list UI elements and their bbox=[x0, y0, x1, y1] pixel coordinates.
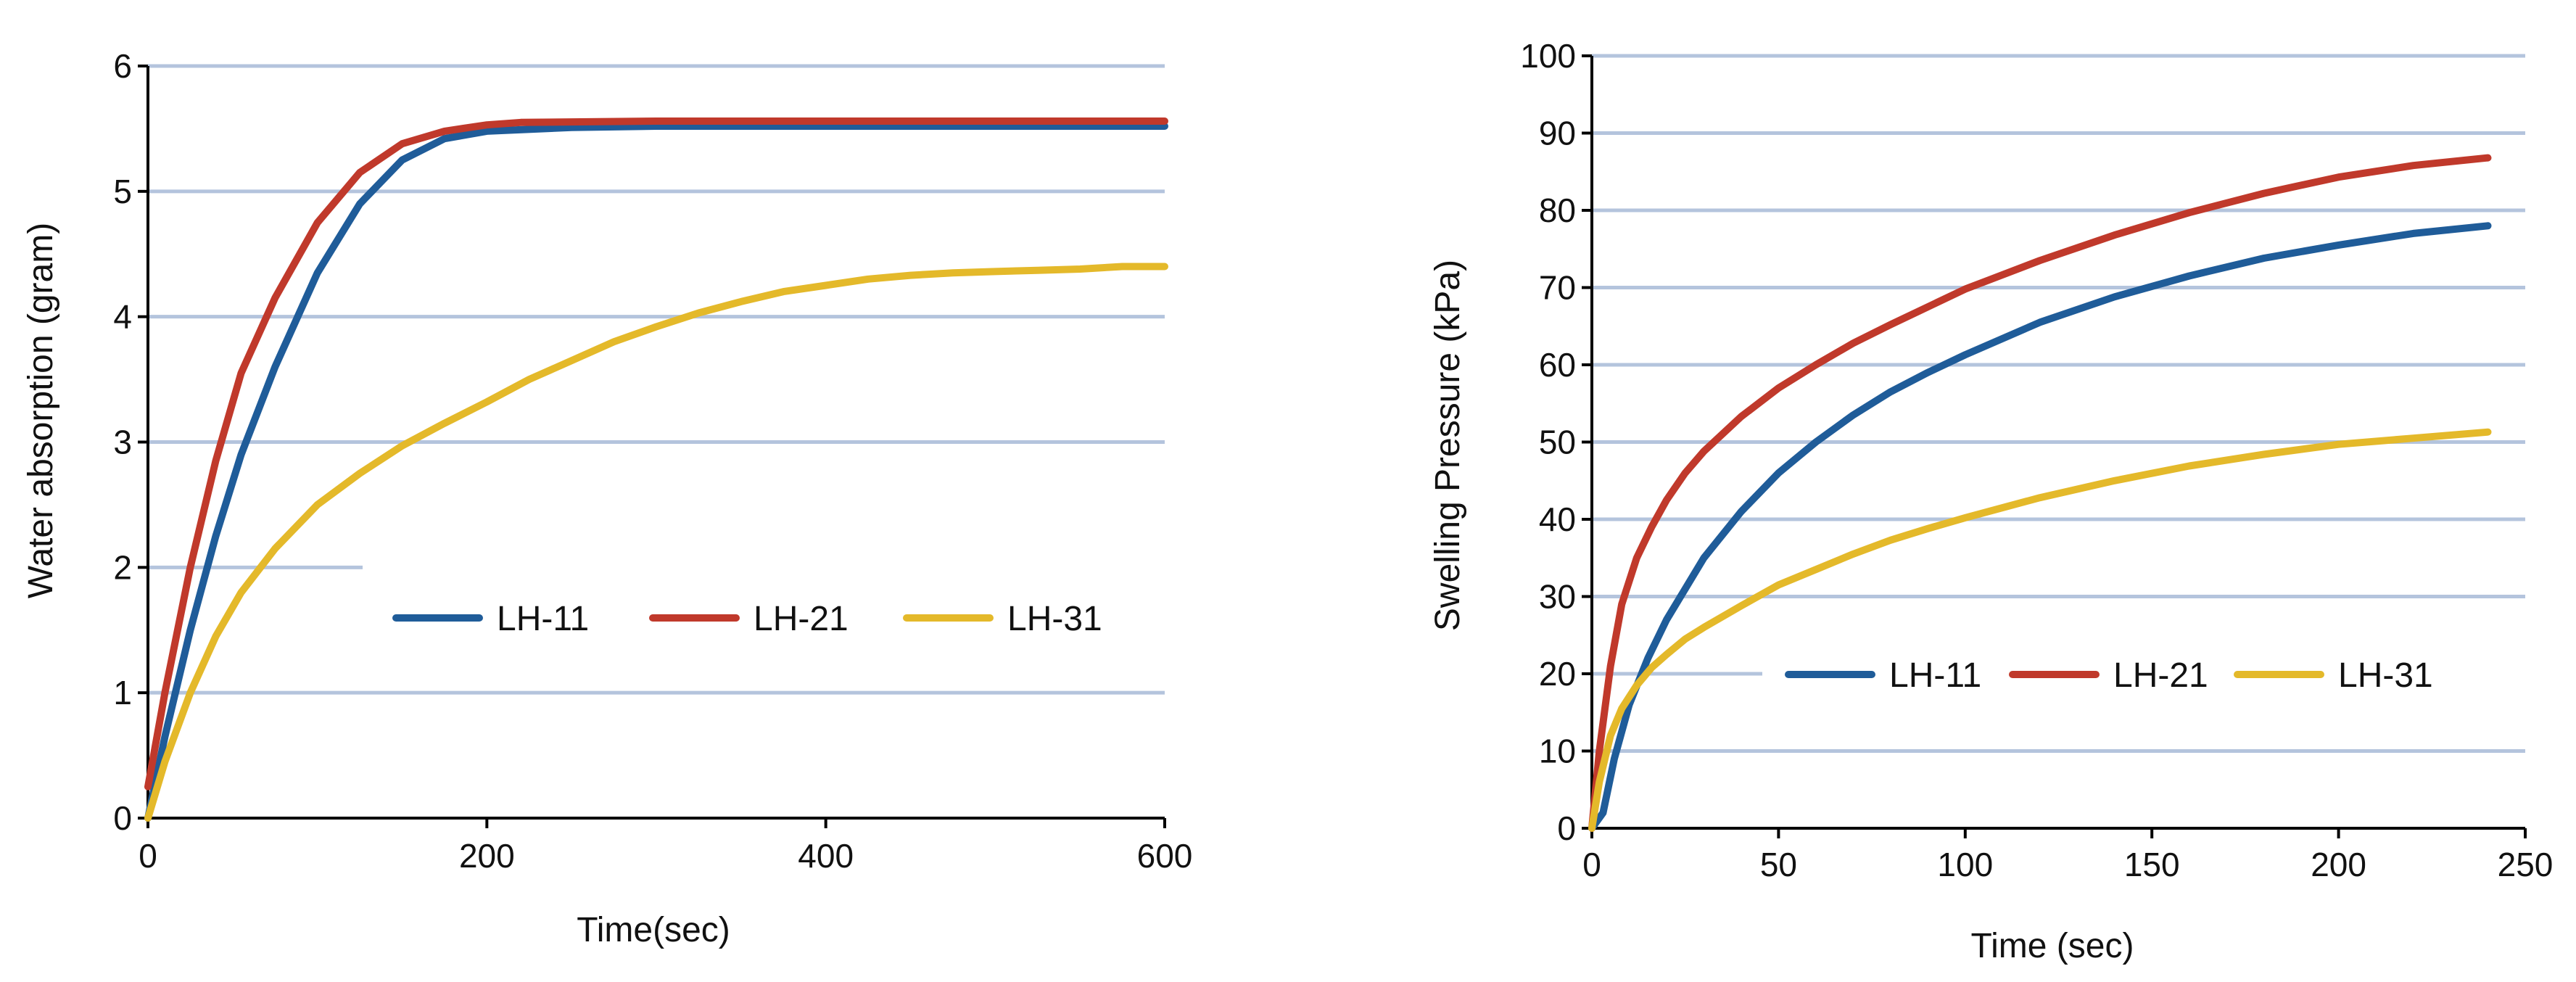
water-absorption-chart: Time(sec) Water absorption (gram) 0 1 2 3 4 5… bbox=[22, 47, 1192, 949]
series-line-lh-31 bbox=[144, 263, 1168, 822]
series-line-lh-31 bbox=[1588, 428, 2492, 832]
y-tick-label: 70 bbox=[1539, 269, 1576, 307]
y-tick-label: 20 bbox=[1539, 655, 1576, 693]
series-line-lh-21 bbox=[1588, 154, 2492, 832]
legend-label: LH-21 bbox=[754, 600, 849, 638]
y-tick-label: 6 bbox=[113, 47, 132, 85]
y-tick-label: 80 bbox=[1539, 191, 1576, 229]
swelling-pressure-chart: Time (sec) Swelling Pressure (kPa) 0 10 20… bbox=[1429, 37, 2553, 965]
legend-label: LH-31 bbox=[1007, 600, 1102, 638]
y-tick-label: 40 bbox=[1539, 500, 1576, 538]
right-x-axis-title: Time (sec) bbox=[1971, 927, 2134, 965]
legend-label: LH-21 bbox=[2113, 656, 2208, 695]
legend-background bbox=[1762, 620, 2531, 729]
legend-background bbox=[363, 564, 1166, 673]
y-tick-label: 30 bbox=[1539, 578, 1576, 616]
x-tick-label: 100 bbox=[1937, 846, 1993, 883]
y-tick-label: 60 bbox=[1539, 346, 1576, 384]
y-tick-label: 0 bbox=[113, 799, 132, 837]
x-tick-label: 600 bbox=[1137, 837, 1193, 875]
y-tick-label: 10 bbox=[1539, 733, 1576, 770]
left-x-axis-title: Time(sec) bbox=[577, 911, 730, 949]
y-tick-label: 3 bbox=[113, 424, 132, 461]
y-tick-label: 2 bbox=[113, 548, 132, 586]
y-tick-label: 5 bbox=[113, 173, 132, 210]
y-tick-label: 50 bbox=[1539, 424, 1576, 461]
legend-label: LH-31 bbox=[2338, 656, 2433, 695]
x-tick-label: 200 bbox=[459, 837, 515, 875]
series-line-lh-11 bbox=[144, 123, 1168, 822]
x-tick-label: 400 bbox=[798, 837, 854, 875]
y-tick-label: 0 bbox=[1557, 809, 1576, 847]
y-tick-label: 90 bbox=[1539, 115, 1576, 152]
right-y-axis-title: Swelling Pressure (kPa) bbox=[1429, 260, 1467, 631]
y-tick-label: 4 bbox=[113, 298, 132, 336]
x-tick-label: 150 bbox=[2124, 846, 2180, 883]
x-tick-label: 0 bbox=[1582, 846, 1601, 883]
y-tick-label: 100 bbox=[1520, 37, 1576, 75]
left-y-axis-title: Water absorption (gram) bbox=[22, 223, 60, 598]
legend-label: LH-11 bbox=[1889, 656, 1981, 695]
series-line-lh-11 bbox=[1588, 222, 2492, 832]
x-tick-label: 0 bbox=[139, 837, 157, 875]
series-line-lh-21 bbox=[144, 117, 1168, 791]
y-tick-label: 1 bbox=[113, 674, 132, 711]
x-tick-label: 250 bbox=[2498, 846, 2554, 883]
legend-label: LH-11 bbox=[497, 600, 589, 638]
x-tick-label: 200 bbox=[2311, 846, 2366, 883]
x-tick-label: 50 bbox=[1760, 846, 1797, 883]
